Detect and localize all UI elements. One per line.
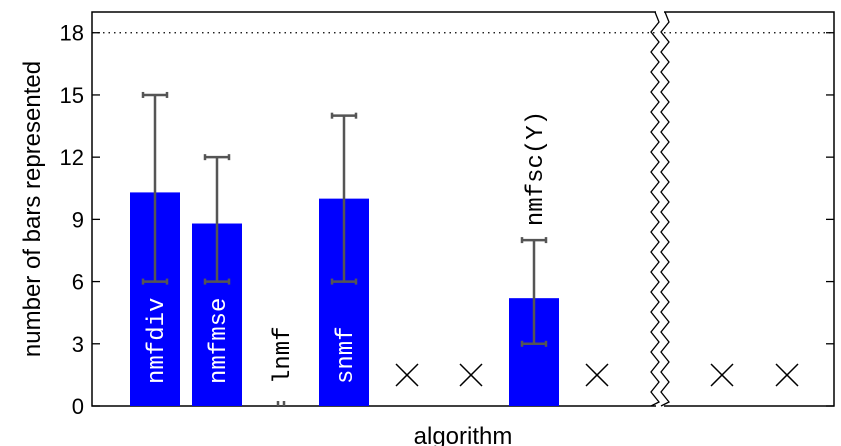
- axis-break-gap: [656, 10, 664, 408]
- plot-frame: [91, 11, 835, 407]
- y-tick-label: 9: [72, 207, 84, 232]
- error-bar-lnmf: [276, 401, 286, 406]
- y-tick-label: 6: [72, 270, 84, 295]
- bar-label-nmfsc(Y): nmfsc(Y): [523, 111, 550, 226]
- error-bar-snmf: [330, 112, 358, 285]
- missing-marker: [710, 363, 734, 387]
- missing-marker: [585, 363, 609, 387]
- missing-marker: [459, 363, 483, 387]
- axis-break-zigzag: [660, 11, 671, 407]
- missing-marker: [775, 363, 799, 387]
- error-bar-nmfdiv: [141, 91, 169, 285]
- bar-label-lnmf: lnmf: [270, 326, 297, 384]
- bar-label-nmfdiv: nmfdiv: [144, 298, 171, 384]
- x-axis-label: algorithm: [414, 423, 513, 446]
- axis-break-zigzag: [650, 11, 661, 407]
- y-tick-label: 18: [60, 21, 84, 46]
- error-bar-nmfmse: [203, 154, 231, 285]
- y-tick-label: 12: [60, 145, 84, 170]
- error-bar-nmfsc(Y): [520, 237, 548, 347]
- missing-marker: [395, 363, 419, 387]
- bar-label-snmf: snmf: [333, 326, 360, 384]
- y-tick-label: 0: [72, 394, 84, 419]
- bar-label-nmfmse: nmfmse: [206, 298, 233, 384]
- y-tick-label: 15: [60, 83, 84, 108]
- y-tick-label: 3: [72, 332, 84, 357]
- y-axis-label: number of bars represented: [19, 61, 46, 357]
